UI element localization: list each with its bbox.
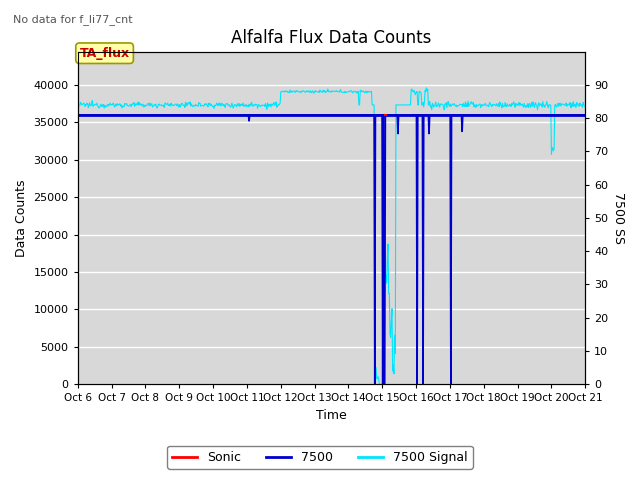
Y-axis label: Data Counts: Data Counts bbox=[15, 179, 28, 257]
X-axis label: Time: Time bbox=[316, 409, 347, 422]
Text: TA_flux: TA_flux bbox=[79, 47, 130, 60]
Text: No data for f_li77_cnt: No data for f_li77_cnt bbox=[13, 14, 132, 25]
Legend: Sonic, 7500, 7500 Signal: Sonic, 7500, 7500 Signal bbox=[167, 446, 473, 469]
Y-axis label: 7500 SS: 7500 SS bbox=[612, 192, 625, 244]
Title: Alfalfa Flux Data Counts: Alfalfa Flux Data Counts bbox=[231, 29, 431, 48]
